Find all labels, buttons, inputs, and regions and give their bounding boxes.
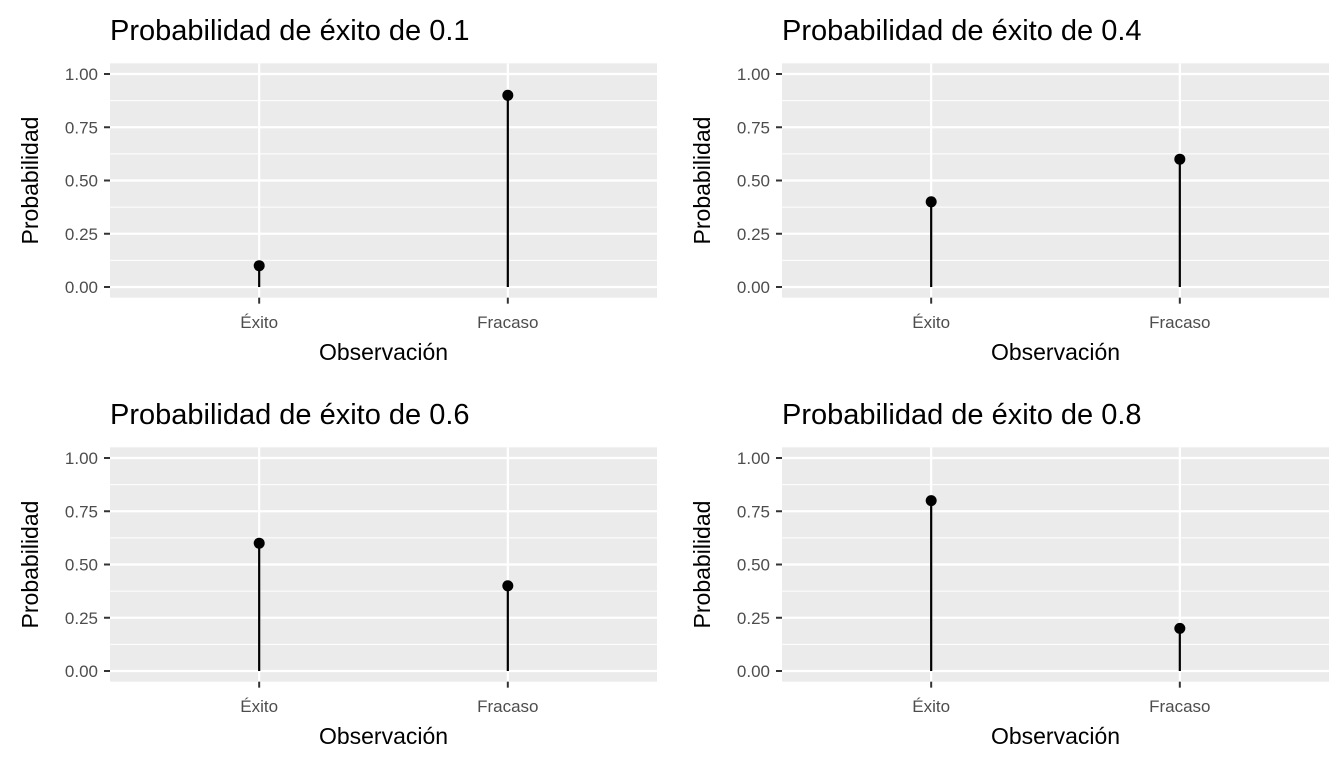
y-tick-label: 0.00 <box>65 278 98 297</box>
x-tick-label: Éxito <box>912 697 950 716</box>
y-tick-label: 0.50 <box>65 556 98 575</box>
y-tick-label: 0.75 <box>737 118 770 137</box>
y-tick-label: 0.00 <box>737 662 770 681</box>
x-axis-title: Observación <box>991 339 1120 365</box>
chart-panel: Probabilidad de éxito de 0.8 0.00 0.25 0.50… <box>689 399 1329 749</box>
x-tick-label: Fracaso <box>1149 697 1210 716</box>
chart-panel: Probabilidad de éxito de 0.6 0.00 0.25 0.50… <box>17 399 657 749</box>
y-tick-label: 0.50 <box>737 556 770 575</box>
data-point <box>1174 622 1186 634</box>
data-point <box>253 537 265 549</box>
data-point <box>1174 153 1186 165</box>
data-point <box>502 89 514 101</box>
y-axis-title: Probabilidad <box>17 117 43 245</box>
data-point <box>253 260 265 272</box>
y-tick-label: 0.00 <box>737 278 770 297</box>
y-axis-title: Probabilidad <box>17 501 43 629</box>
y-axis-title: Probabilidad <box>689 501 715 629</box>
y-tick-label: 1.00 <box>65 449 98 468</box>
chart-title: Probabilidad de éxito de 0.6 <box>110 399 470 431</box>
y-tick-label: 0.25 <box>65 609 98 628</box>
y-tick-label: 0.25 <box>65 225 98 244</box>
x-tick-label: Fracaso <box>477 697 538 716</box>
x-axis-title: Observación <box>319 339 448 365</box>
y-tick-label: 0.50 <box>737 172 770 191</box>
data-point <box>502 580 514 592</box>
x-tick-label: Fracaso <box>1149 313 1210 332</box>
x-tick-label: Éxito <box>240 697 278 716</box>
chart-title: Probabilidad de éxito de 0.8 <box>782 399 1142 431</box>
chart-panel: Probabilidad de éxito de 0.1 0.00 0.25 0.50… <box>17 15 657 365</box>
x-axis-title: Observación <box>991 723 1120 749</box>
y-tick-label: 1.00 <box>65 65 98 84</box>
y-tick-label: 0.00 <box>65 662 98 681</box>
data-point <box>925 196 937 208</box>
y-axis-title: Probabilidad <box>689 117 715 245</box>
x-tick-label: Éxito <box>240 313 278 332</box>
data-point <box>925 495 937 507</box>
x-tick-label: Fracaso <box>477 313 538 332</box>
y-tick-label: 1.00 <box>737 449 770 468</box>
chart-title: Probabilidad de éxito de 0.1 <box>110 15 470 47</box>
y-tick-label: 0.50 <box>65 172 98 191</box>
y-tick-label: 0.25 <box>737 609 770 628</box>
y-tick-label: 0.25 <box>737 225 770 244</box>
chart-panel: Probabilidad de éxito de 0.4 0.00 0.25 0.50… <box>689 15 1329 365</box>
chart-title: Probabilidad de éxito de 0.4 <box>782 15 1142 47</box>
y-tick-label: 0.75 <box>65 118 98 137</box>
x-tick-label: Éxito <box>912 313 950 332</box>
y-tick-label: 0.75 <box>737 502 770 521</box>
y-tick-label: 1.00 <box>737 65 770 84</box>
y-tick-label: 0.75 <box>65 502 98 521</box>
x-axis-title: Observación <box>319 723 448 749</box>
